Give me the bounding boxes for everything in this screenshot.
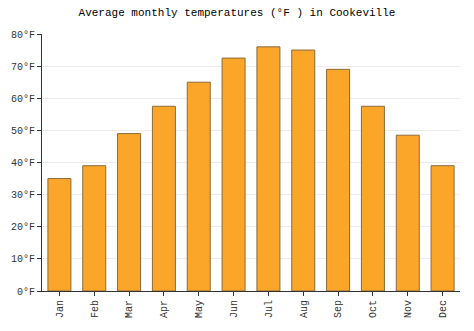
svg-text:Nov: Nov <box>403 300 414 318</box>
svg-text:Jun: Jun <box>229 300 240 318</box>
svg-text:50°F: 50°F <box>11 126 35 137</box>
svg-text:20°F: 20°F <box>11 222 35 233</box>
svg-text:Dec: Dec <box>438 300 449 318</box>
svg-text:10°F: 10°F <box>11 254 35 265</box>
svg-text:0°F: 0°F <box>17 287 35 298</box>
svg-text:Average monthly temperatures (: Average monthly temperatures (°F ) in Co… <box>79 7 396 19</box>
svg-text:Feb: Feb <box>90 300 101 318</box>
svg-text:Mar: Mar <box>124 300 135 318</box>
svg-text:70°F: 70°F <box>11 62 35 73</box>
svg-text:30°F: 30°F <box>11 190 35 201</box>
svg-text:60°F: 60°F <box>11 94 35 105</box>
svg-text:Oct: Oct <box>368 300 379 318</box>
svg-text:Jul: Jul <box>264 300 275 318</box>
svg-text:80°F: 80°F <box>11 30 35 41</box>
svg-text:May: May <box>194 300 205 318</box>
svg-text:Apr: Apr <box>159 300 170 318</box>
svg-text:Sep: Sep <box>333 300 344 318</box>
svg-text:40°F: 40°F <box>11 158 35 169</box>
svg-text:Aug: Aug <box>299 300 310 318</box>
svg-text:Jan: Jan <box>55 300 66 318</box>
